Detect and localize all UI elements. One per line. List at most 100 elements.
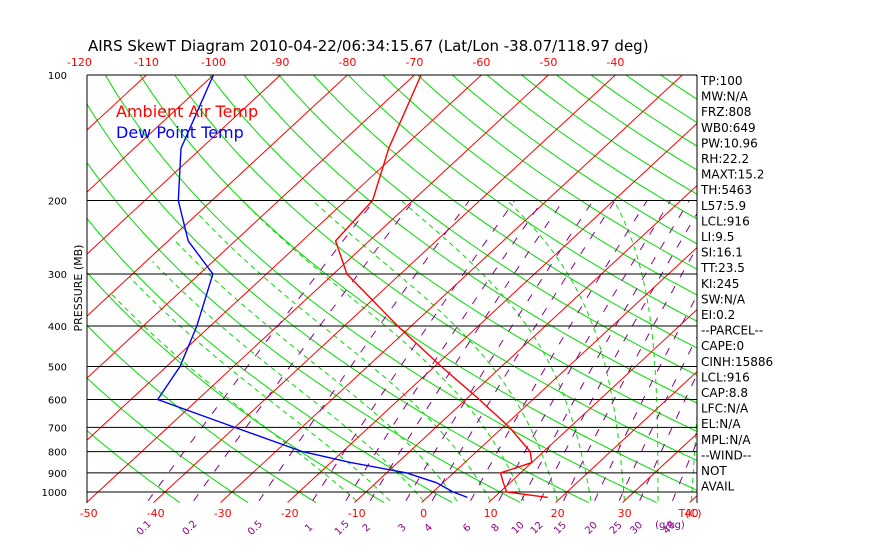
index-label: TH:5463 xyxy=(700,183,752,197)
index-label: EI:0.2 xyxy=(701,308,735,322)
pressure-tick-label: 300 xyxy=(48,270,67,281)
dry-adiabat xyxy=(243,75,697,404)
isotherm xyxy=(287,122,697,503)
pressure-tick-label: 200 xyxy=(48,197,67,208)
index-label: CAPE:0 xyxy=(701,339,744,353)
isotherm xyxy=(354,184,697,503)
dry-adiabat xyxy=(382,75,697,296)
isotherm xyxy=(87,75,482,441)
moist-adiabat xyxy=(507,200,625,501)
isotherm xyxy=(421,246,697,503)
top-temp-tick-label: -80 xyxy=(338,56,356,69)
mixing-ratio-line xyxy=(498,200,671,502)
mixing-ratio-tick-label: 10 xyxy=(510,520,527,537)
index-label: EL:N/A xyxy=(701,417,741,431)
index-label: MAXT:15.2 xyxy=(701,168,764,182)
index-label: SI:16.1 xyxy=(701,246,743,260)
mixing-ratio-line xyxy=(193,200,414,502)
isotherm xyxy=(0,75,79,503)
moist-adiabat xyxy=(241,200,525,502)
legend-dew-point-temp: Dew Point Temp xyxy=(116,123,244,142)
dry-adiabat xyxy=(347,75,697,322)
plot-area xyxy=(0,75,870,503)
mixing-ratio-line xyxy=(345,200,544,502)
dry-adiabat xyxy=(765,75,870,503)
bottom-temp-tick-label: 30 xyxy=(618,507,632,520)
index-label: LCL:916 xyxy=(701,214,750,228)
isotherm xyxy=(488,308,697,503)
dewpoint-profile xyxy=(156,75,468,499)
mixing-ratio-tick-label: 15 xyxy=(552,520,569,537)
bottom-temp-tick-label: -10 xyxy=(348,507,366,520)
mixing-ratio-tick-label: 0.1 xyxy=(135,519,154,538)
index-label: LFC:N/A xyxy=(701,402,749,416)
mixing-ratio-tick-label: 4 xyxy=(423,522,435,534)
moist-adiabat xyxy=(152,261,424,502)
top-temp-tick-label: -90 xyxy=(271,56,289,69)
isotherm xyxy=(555,370,697,503)
legend-ambient-air-temp: Ambient Air Temp xyxy=(116,102,258,121)
bottom-temp-tick-label: 10 xyxy=(484,507,498,520)
index-label: CINH:15886 xyxy=(701,355,773,369)
dry-adiabat xyxy=(799,75,870,503)
isotherm xyxy=(87,75,348,317)
index-label: FRZ:808 xyxy=(701,105,751,119)
mixing-ratio-tick-label: 30 xyxy=(628,520,645,537)
legend: Ambient Air Temp Dew Point Temp xyxy=(116,102,258,142)
isotherm xyxy=(87,75,549,503)
index-label: NOT xyxy=(701,464,727,478)
bottom-temp-tick-label: 40 xyxy=(685,507,699,520)
index-label: --WIND-- xyxy=(701,448,751,462)
mixing-ratio-tick-label: 20 xyxy=(583,520,600,537)
mixing-ratio-unit-label: (g/kg) xyxy=(655,520,685,531)
isotherm xyxy=(87,75,214,193)
index-label: TP:100 xyxy=(700,74,743,88)
mixing-ratio-line xyxy=(520,200,690,502)
pressure-tick-label: 900 xyxy=(48,469,67,480)
dry-adiabat xyxy=(521,75,697,195)
pressure-tick-label: 100 xyxy=(48,71,67,82)
bottom-temp-tick-label: -30 xyxy=(214,507,232,520)
dry-adiabat xyxy=(834,75,870,503)
mixing-ratio-tick-label: 1.5 xyxy=(333,519,352,538)
bottom-temp-tick-label: -20 xyxy=(281,507,299,520)
index-label: KI:245 xyxy=(701,277,739,291)
moist-adiabat xyxy=(111,293,357,502)
isotherm xyxy=(153,75,616,503)
mixing-ratio-line xyxy=(258,200,470,502)
y-axis-label: PRESSURE (MB) xyxy=(72,245,85,332)
mixing-ratio-tick-label: 0.5 xyxy=(246,519,265,538)
top-temp-tick-label: -50 xyxy=(539,56,557,69)
index-label: TT:23.5 xyxy=(700,261,745,275)
pressure-tick-label: 700 xyxy=(48,423,67,434)
temp-axis-label: T(C) xyxy=(678,507,702,520)
mixing-ratio-tick-label: 0.2 xyxy=(181,519,200,538)
pressure-tick-label: 600 xyxy=(48,395,67,406)
mixing-ratio-line xyxy=(405,200,594,502)
moist-adiabat xyxy=(197,213,491,502)
isotherm xyxy=(0,75,12,503)
bottom-temp-tick-label: -40 xyxy=(147,507,165,520)
dry-adiabat xyxy=(486,75,697,220)
dry-adiabat xyxy=(417,75,697,270)
top-temp-tick-label: -40 xyxy=(606,56,624,69)
index-label: SW:N/A xyxy=(701,292,746,306)
isotherm xyxy=(757,75,870,503)
index-label: CAP:8.8 xyxy=(701,386,748,400)
index-label: L57:5.9 xyxy=(701,199,746,213)
index-label: --PARCEL-- xyxy=(701,324,763,338)
moist-adiabat xyxy=(613,200,659,501)
index-label: RH:22.2 xyxy=(701,152,749,166)
index-label: PW:10.96 xyxy=(701,136,758,150)
moist-adiabat xyxy=(312,200,558,501)
mixing-ratio-tick-label: 1 xyxy=(303,522,315,534)
mixing-ratio-tick-label: 25 xyxy=(608,520,625,537)
mixing-ratio-line xyxy=(312,200,516,502)
mixing-ratio-line xyxy=(431,200,616,502)
mixing-ratio-line xyxy=(470,200,648,502)
top-temp-tick-label: -70 xyxy=(405,56,423,69)
isotherm xyxy=(87,75,415,379)
isobars xyxy=(87,200,697,493)
